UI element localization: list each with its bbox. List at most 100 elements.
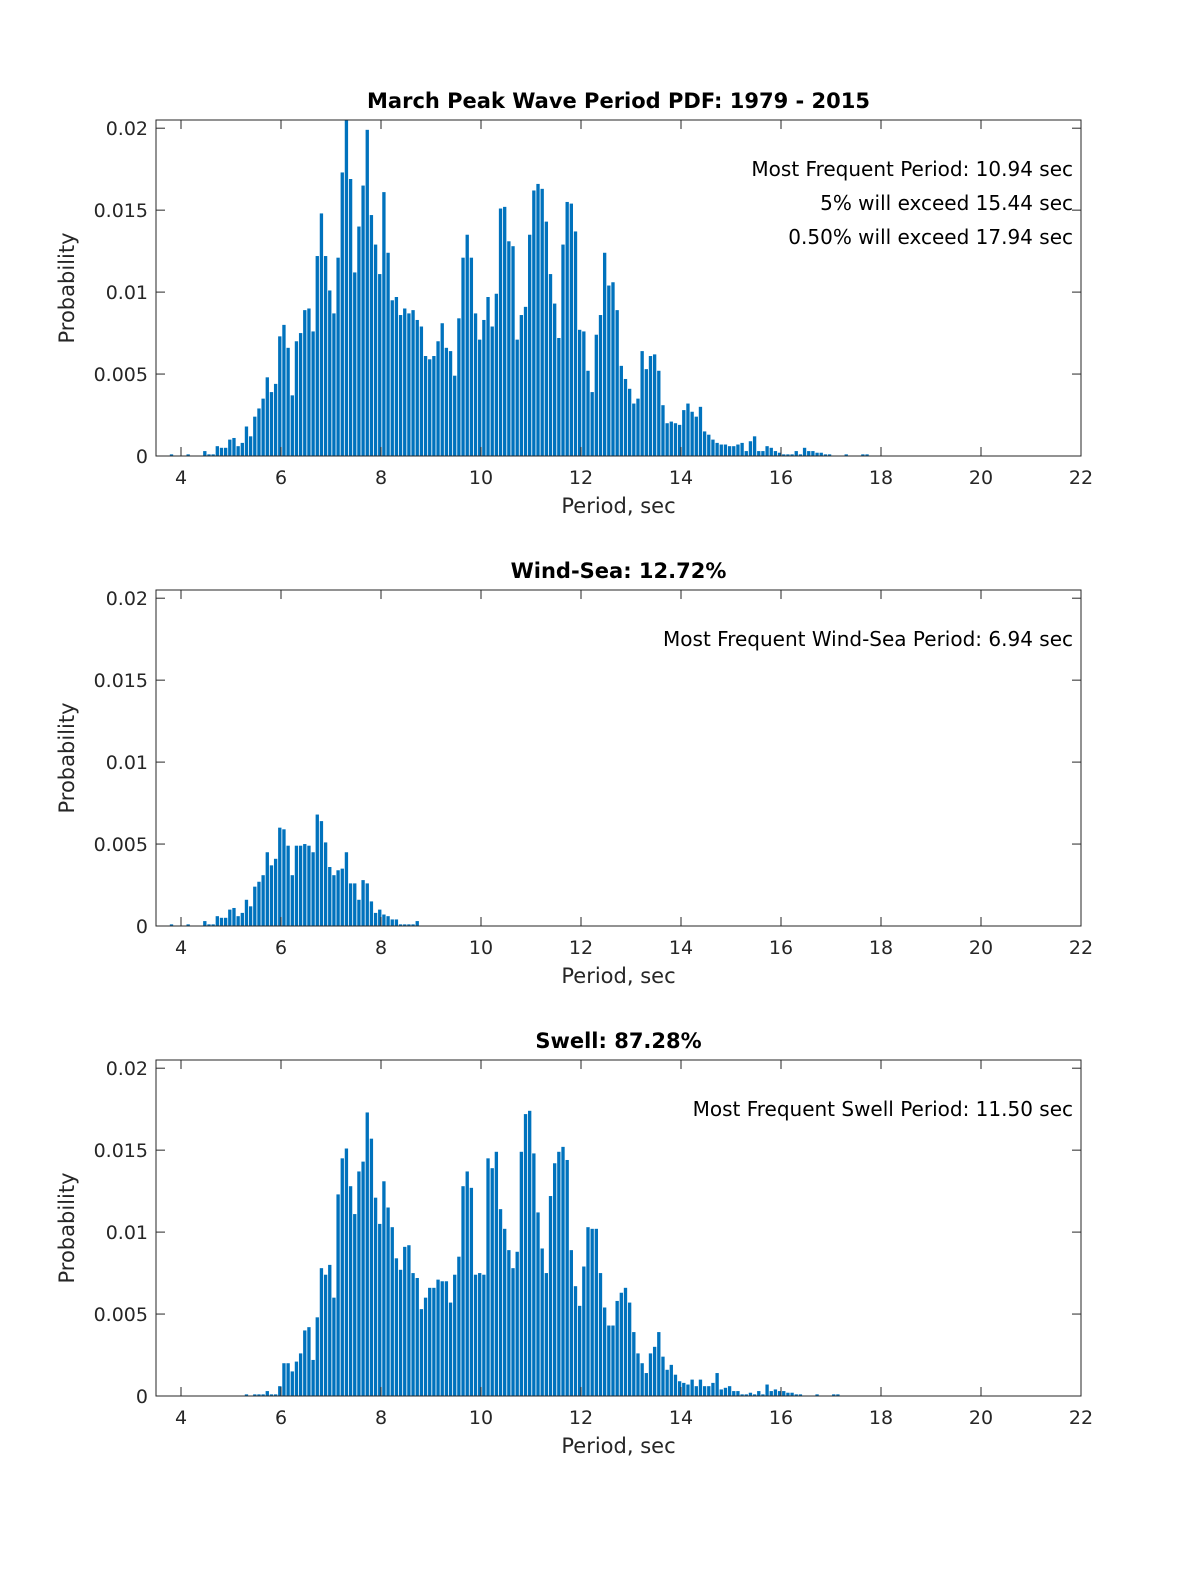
bar: [353, 883, 357, 926]
bar: [573, 1286, 578, 1396]
bar: [348, 1186, 353, 1396]
x-tick-label: 4: [175, 1407, 187, 1429]
bar: [815, 1394, 819, 1396]
bar: [265, 1391, 269, 1396]
bar: [323, 256, 328, 456]
bar: [453, 375, 457, 456]
bar: [407, 924, 411, 926]
bar: [303, 844, 307, 926]
bar: [861, 454, 865, 456]
bar: [719, 444, 723, 456]
bar: [461, 257, 465, 456]
bar: [332, 875, 336, 926]
bar: [548, 1196, 553, 1396]
bar: [278, 336, 282, 456]
bar: [557, 337, 561, 456]
bar: [652, 1346, 657, 1396]
x-axis-label: Period, sec: [561, 964, 675, 988]
bar: [169, 454, 174, 456]
x-tick-label: 18: [869, 1407, 893, 1429]
bar: [732, 446, 736, 456]
bar: [607, 285, 611, 456]
bar: [273, 1394, 278, 1396]
bar: [802, 447, 807, 456]
bar: [290, 1371, 294, 1396]
bar: [794, 451, 798, 456]
bar: [253, 886, 257, 926]
bar: [503, 206, 507, 456]
bar: [615, 310, 619, 456]
bar: [619, 365, 623, 456]
x-tick-label: 4: [175, 467, 187, 489]
bar: [357, 1171, 361, 1396]
bar: [465, 234, 469, 456]
bar: [340, 1158, 344, 1396]
y-axis-label: Probability: [55, 702, 79, 813]
bar: [423, 1297, 428, 1396]
bar: [598, 315, 603, 456]
bar: [203, 451, 207, 456]
bar: [373, 912, 378, 926]
bar: [294, 845, 299, 926]
bar: [336, 870, 340, 926]
bar: [636, 1353, 640, 1396]
bar: [444, 347, 449, 456]
bar: [694, 416, 698, 456]
bar: [777, 1391, 782, 1396]
bar: [478, 1273, 482, 1396]
bar: [261, 1394, 265, 1396]
bar: [348, 883, 353, 926]
bar: [411, 924, 415, 926]
bar: [215, 916, 219, 926]
bar: [273, 383, 278, 456]
bar: [265, 377, 269, 456]
bar: [340, 172, 344, 456]
bar: [361, 185, 365, 456]
bar: [790, 454, 794, 456]
bar: [228, 909, 232, 926]
bar: [315, 1317, 319, 1396]
bar: [407, 313, 411, 456]
bar: [578, 329, 582, 456]
bar: [507, 241, 511, 456]
annotation-text: 0.50% will exceed 17.94 sec: [788, 225, 1073, 249]
bar: [582, 331, 586, 456]
bar: [553, 303, 557, 456]
bar: [319, 821, 324, 926]
bar: [428, 1287, 432, 1396]
bar: [298, 1353, 303, 1396]
bar: [323, 1274, 328, 1396]
bar: [544, 221, 549, 456]
bar: [382, 914, 386, 926]
bar: [702, 431, 707, 456]
bar: [365, 129, 369, 456]
bar: [223, 917, 228, 926]
bar: [503, 1228, 507, 1396]
chart-title: Wind-Sea: 12.72%: [511, 559, 727, 583]
bar: [623, 1287, 628, 1396]
x-tick-label: 6: [275, 937, 287, 959]
bar: [386, 252, 390, 456]
bar: [307, 1327, 311, 1396]
bar: [765, 1384, 769, 1396]
bar: [244, 899, 249, 926]
bar: [698, 406, 703, 456]
bar: [782, 454, 786, 456]
bar: [790, 1392, 794, 1396]
bar: [303, 310, 307, 456]
bar: [232, 437, 236, 456]
bar: [415, 921, 419, 926]
bar: [436, 341, 440, 456]
x-tick-label: 22: [1069, 937, 1093, 959]
bar: [615, 1300, 619, 1396]
bar: [319, 213, 324, 456]
bar: [440, 1281, 444, 1396]
bar: [419, 326, 424, 456]
x-tick-label: 8: [375, 1407, 387, 1429]
bar: [836, 1394, 840, 1396]
bar: [378, 1223, 382, 1396]
bar: [482, 319, 486, 456]
bar: [748, 1392, 753, 1396]
bar: [498, 1209, 503, 1396]
bar: [632, 1332, 636, 1396]
